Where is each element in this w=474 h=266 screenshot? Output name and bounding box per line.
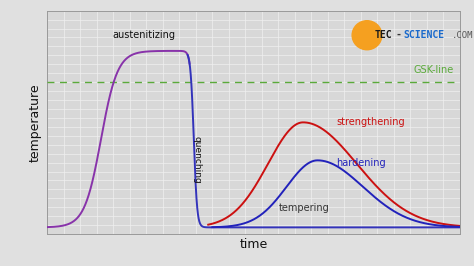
Text: GSK-line: GSK-line: [413, 65, 454, 76]
Y-axis label: temperature: temperature: [29, 83, 42, 162]
Ellipse shape: [352, 21, 382, 50]
Text: strengthening: strengthening: [336, 117, 405, 127]
Text: SCIENCE: SCIENCE: [403, 30, 445, 40]
X-axis label: time: time: [239, 238, 268, 251]
Text: quenching: quenching: [192, 136, 201, 184]
Text: hardening: hardening: [336, 157, 386, 168]
Text: TEC: TEC: [374, 30, 392, 40]
Text: tempering: tempering: [278, 203, 329, 213]
Text: .COM: .COM: [452, 31, 474, 40]
Text: austenitizing: austenitizing: [113, 30, 176, 40]
Text: -: -: [397, 30, 401, 40]
